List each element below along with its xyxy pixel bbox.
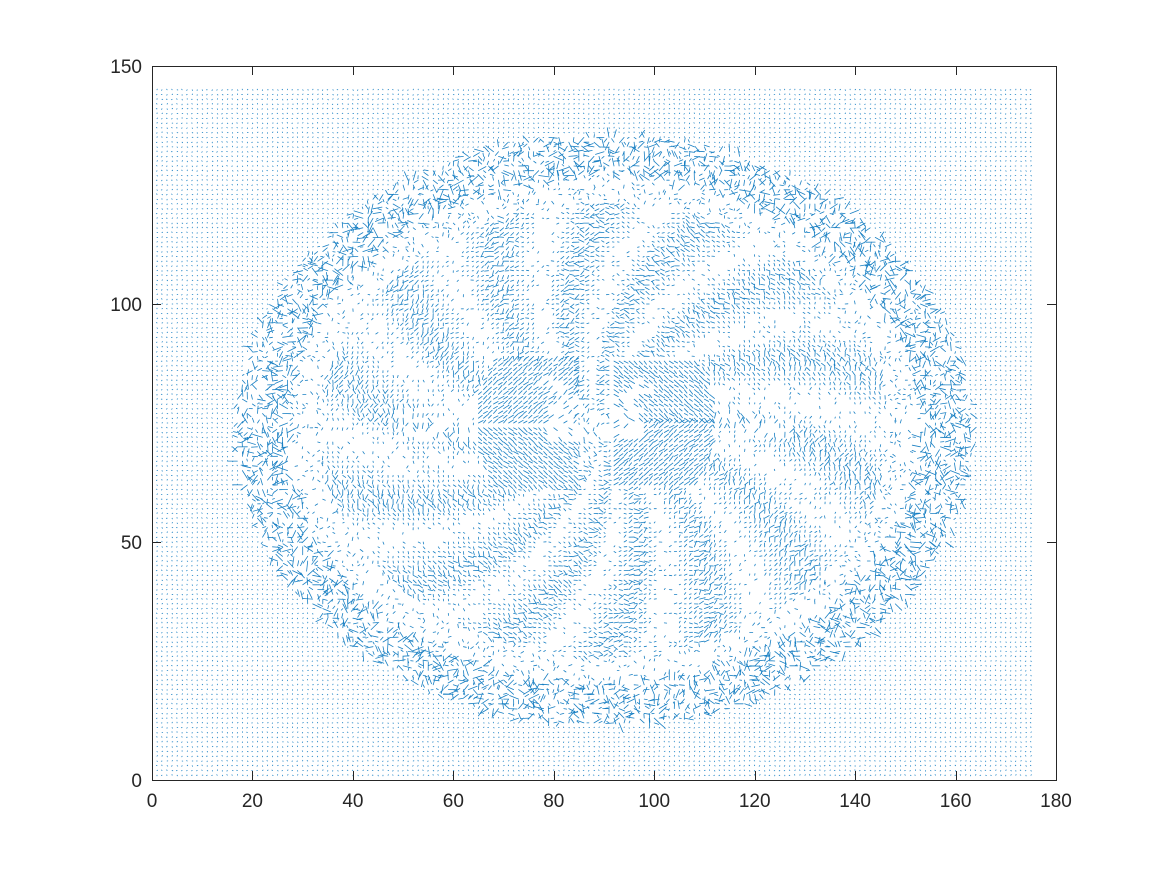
x-tick-label: 160 (940, 791, 972, 812)
x-tick-label: 120 (739, 791, 771, 812)
y-tick-label: 100 (110, 295, 142, 316)
y-tick-label: 50 (121, 533, 142, 554)
y-tick-labels: 0 50 100 150 (110, 57, 142, 792)
x-tick-labels: 0 20 40 60 80 100 120 140 160 180 (147, 791, 1072, 812)
plot-area (152, 66, 1057, 781)
x-tick-label: 20 (242, 791, 263, 812)
x-tick-label: 180 (1040, 791, 1072, 812)
y-tick-label: 0 (131, 771, 142, 792)
x-tick-label: 60 (443, 791, 464, 812)
quiver-vector-field (155, 88, 1032, 777)
axes-box (152, 66, 1057, 781)
x-tick-label: 40 (342, 791, 363, 812)
x-tick-label: 140 (839, 791, 871, 812)
x-tick-label: 0 (147, 791, 158, 812)
x-tick-label: 80 (543, 791, 564, 812)
x-tick-label: 100 (638, 791, 670, 812)
y-tick-label: 150 (110, 57, 142, 78)
quiver-arrows (155, 88, 1032, 777)
